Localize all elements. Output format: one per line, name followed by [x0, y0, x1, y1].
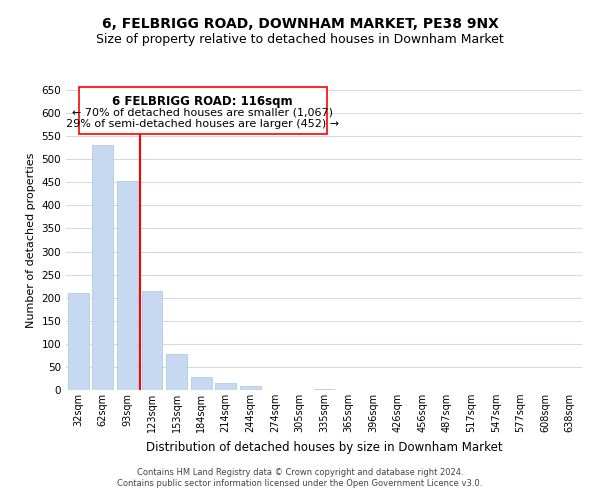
Text: 6 FELBRIGG ROAD: 116sqm: 6 FELBRIGG ROAD: 116sqm: [112, 94, 293, 108]
Y-axis label: Number of detached properties: Number of detached properties: [26, 152, 36, 328]
FancyBboxPatch shape: [79, 87, 326, 134]
Bar: [191, 377, 212, 390]
X-axis label: Distribution of detached houses by size in Downham Market: Distribution of detached houses by size …: [146, 440, 502, 454]
Bar: [68, 293, 89, 390]
Bar: [240, 386, 261, 390]
Text: Contains HM Land Registry data © Crown copyright and database right 2024.
Contai: Contains HM Land Registry data © Crown c…: [118, 468, 482, 487]
Bar: [92, 146, 113, 390]
Bar: [314, 388, 334, 390]
Text: Size of property relative to detached houses in Downham Market: Size of property relative to detached ho…: [96, 32, 504, 46]
Bar: [215, 383, 236, 390]
Bar: [166, 354, 187, 390]
Bar: [117, 182, 138, 390]
Text: 29% of semi-detached houses are larger (452) →: 29% of semi-detached houses are larger (…: [66, 120, 340, 130]
Text: ← 70% of detached houses are smaller (1,067): ← 70% of detached houses are smaller (1,…: [72, 108, 333, 118]
Text: 6, FELBRIGG ROAD, DOWNHAM MARKET, PE38 9NX: 6, FELBRIGG ROAD, DOWNHAM MARKET, PE38 9…: [101, 18, 499, 32]
Bar: [142, 291, 163, 390]
